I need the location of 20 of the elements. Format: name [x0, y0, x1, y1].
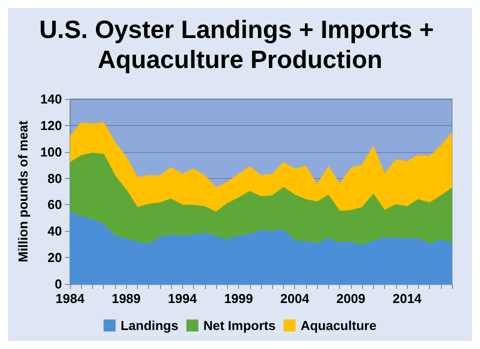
- x-tick-label: 1989: [112, 291, 141, 306]
- x-tick-label: 2009: [336, 291, 366, 306]
- x-tick-label: 1984: [56, 291, 86, 306]
- y-tick-label: 0: [54, 276, 62, 292]
- x-tick-label: 1999: [224, 291, 253, 306]
- y-tick-label: 40: [48, 224, 62, 239]
- legend-label: Landings: [120, 318, 178, 333]
- chart-title: U.S. Oyster Landings + Imports + Aquaculture Production: [39, 16, 441, 74]
- y-axis-title: Million pounds of meat: [15, 120, 30, 262]
- y-tick-label: 20: [48, 250, 62, 266]
- y-tick-label: 80: [48, 170, 62, 186]
- legend-label: Net Imports: [203, 318, 276, 333]
- x-tick-label: 2004: [280, 291, 310, 306]
- y-tick-label: 120: [40, 118, 62, 133]
- x-tick-label: 2014: [392, 291, 422, 306]
- y-tick-label: 140: [40, 92, 62, 106]
- x-tick-label: 1994: [168, 291, 198, 306]
- legend-label: Aquaculture: [300, 318, 376, 333]
- y-tick-label: 60: [48, 197, 62, 212]
- y-tick-label: 100: [40, 144, 62, 160]
